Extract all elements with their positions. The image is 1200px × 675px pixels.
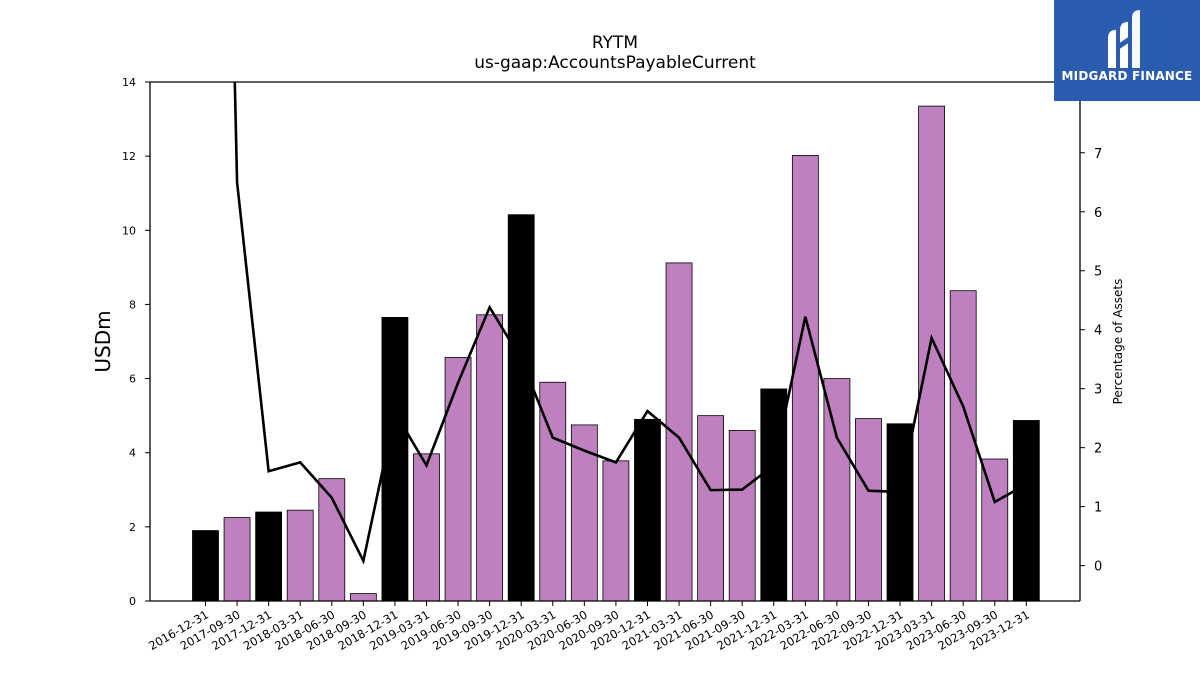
- y2-tick-label: 0: [1094, 560, 1102, 575]
- bar: [602, 460, 630, 602]
- bar: [981, 458, 1009, 602]
- bar: [1012, 420, 1040, 602]
- y2-tick-label: 1: [1094, 501, 1102, 516]
- bar: [381, 317, 409, 602]
- y-tick-label: 0: [129, 595, 136, 608]
- y2-tick-label: 7: [1094, 147, 1102, 162]
- y-tick-label: 4: [129, 447, 136, 460]
- y-tick-label: 8: [129, 298, 136, 311]
- bar: [665, 262, 693, 602]
- chart-title: RYTM: [591, 33, 639, 53]
- bar: [223, 517, 251, 602]
- bar: [855, 418, 882, 602]
- y2-tick-label: 4: [1094, 324, 1102, 339]
- y2-tick-label: 5: [1094, 265, 1102, 280]
- y2-tick-label: 3: [1094, 383, 1102, 398]
- y-tick-label: 6: [129, 373, 136, 386]
- bar: [634, 418, 661, 602]
- midgard-logo-icon: [1108, 10, 1140, 68]
- logo-text: MIDGARD FINANCE: [1061, 69, 1193, 83]
- bar: [728, 430, 756, 602]
- y2-axis-label: Percentage of Assets: [1111, 279, 1125, 405]
- bar: [697, 415, 725, 602]
- bar: [918, 105, 946, 602]
- bar: [349, 593, 377, 602]
- bar: [192, 530, 219, 602]
- bar: [255, 511, 283, 602]
- y-axis-label: USDm: [91, 310, 115, 372]
- y-tick-label: 2: [129, 521, 136, 534]
- midgard-finance-logo: MIDGARD FINANCE: [1054, 0, 1200, 101]
- y-tick-label: 12: [122, 150, 136, 163]
- chart-subtitle: us-gaap:AccountsPayableCurrent: [474, 53, 756, 73]
- bar: [507, 214, 535, 602]
- bar: [444, 357, 472, 602]
- bar: [823, 378, 851, 602]
- bar: [476, 314, 504, 602]
- bar: [286, 509, 314, 602]
- y2-tick-label: 6: [1094, 206, 1102, 221]
- y-tick-label: 14: [122, 76, 136, 89]
- y2-tick-label: 2: [1094, 442, 1102, 457]
- series-line: [233, 82, 1027, 565]
- y-tick-label: 10: [122, 224, 136, 237]
- bar: [949, 290, 977, 602]
- bar: [791, 155, 819, 602]
- bar: [413, 453, 440, 602]
